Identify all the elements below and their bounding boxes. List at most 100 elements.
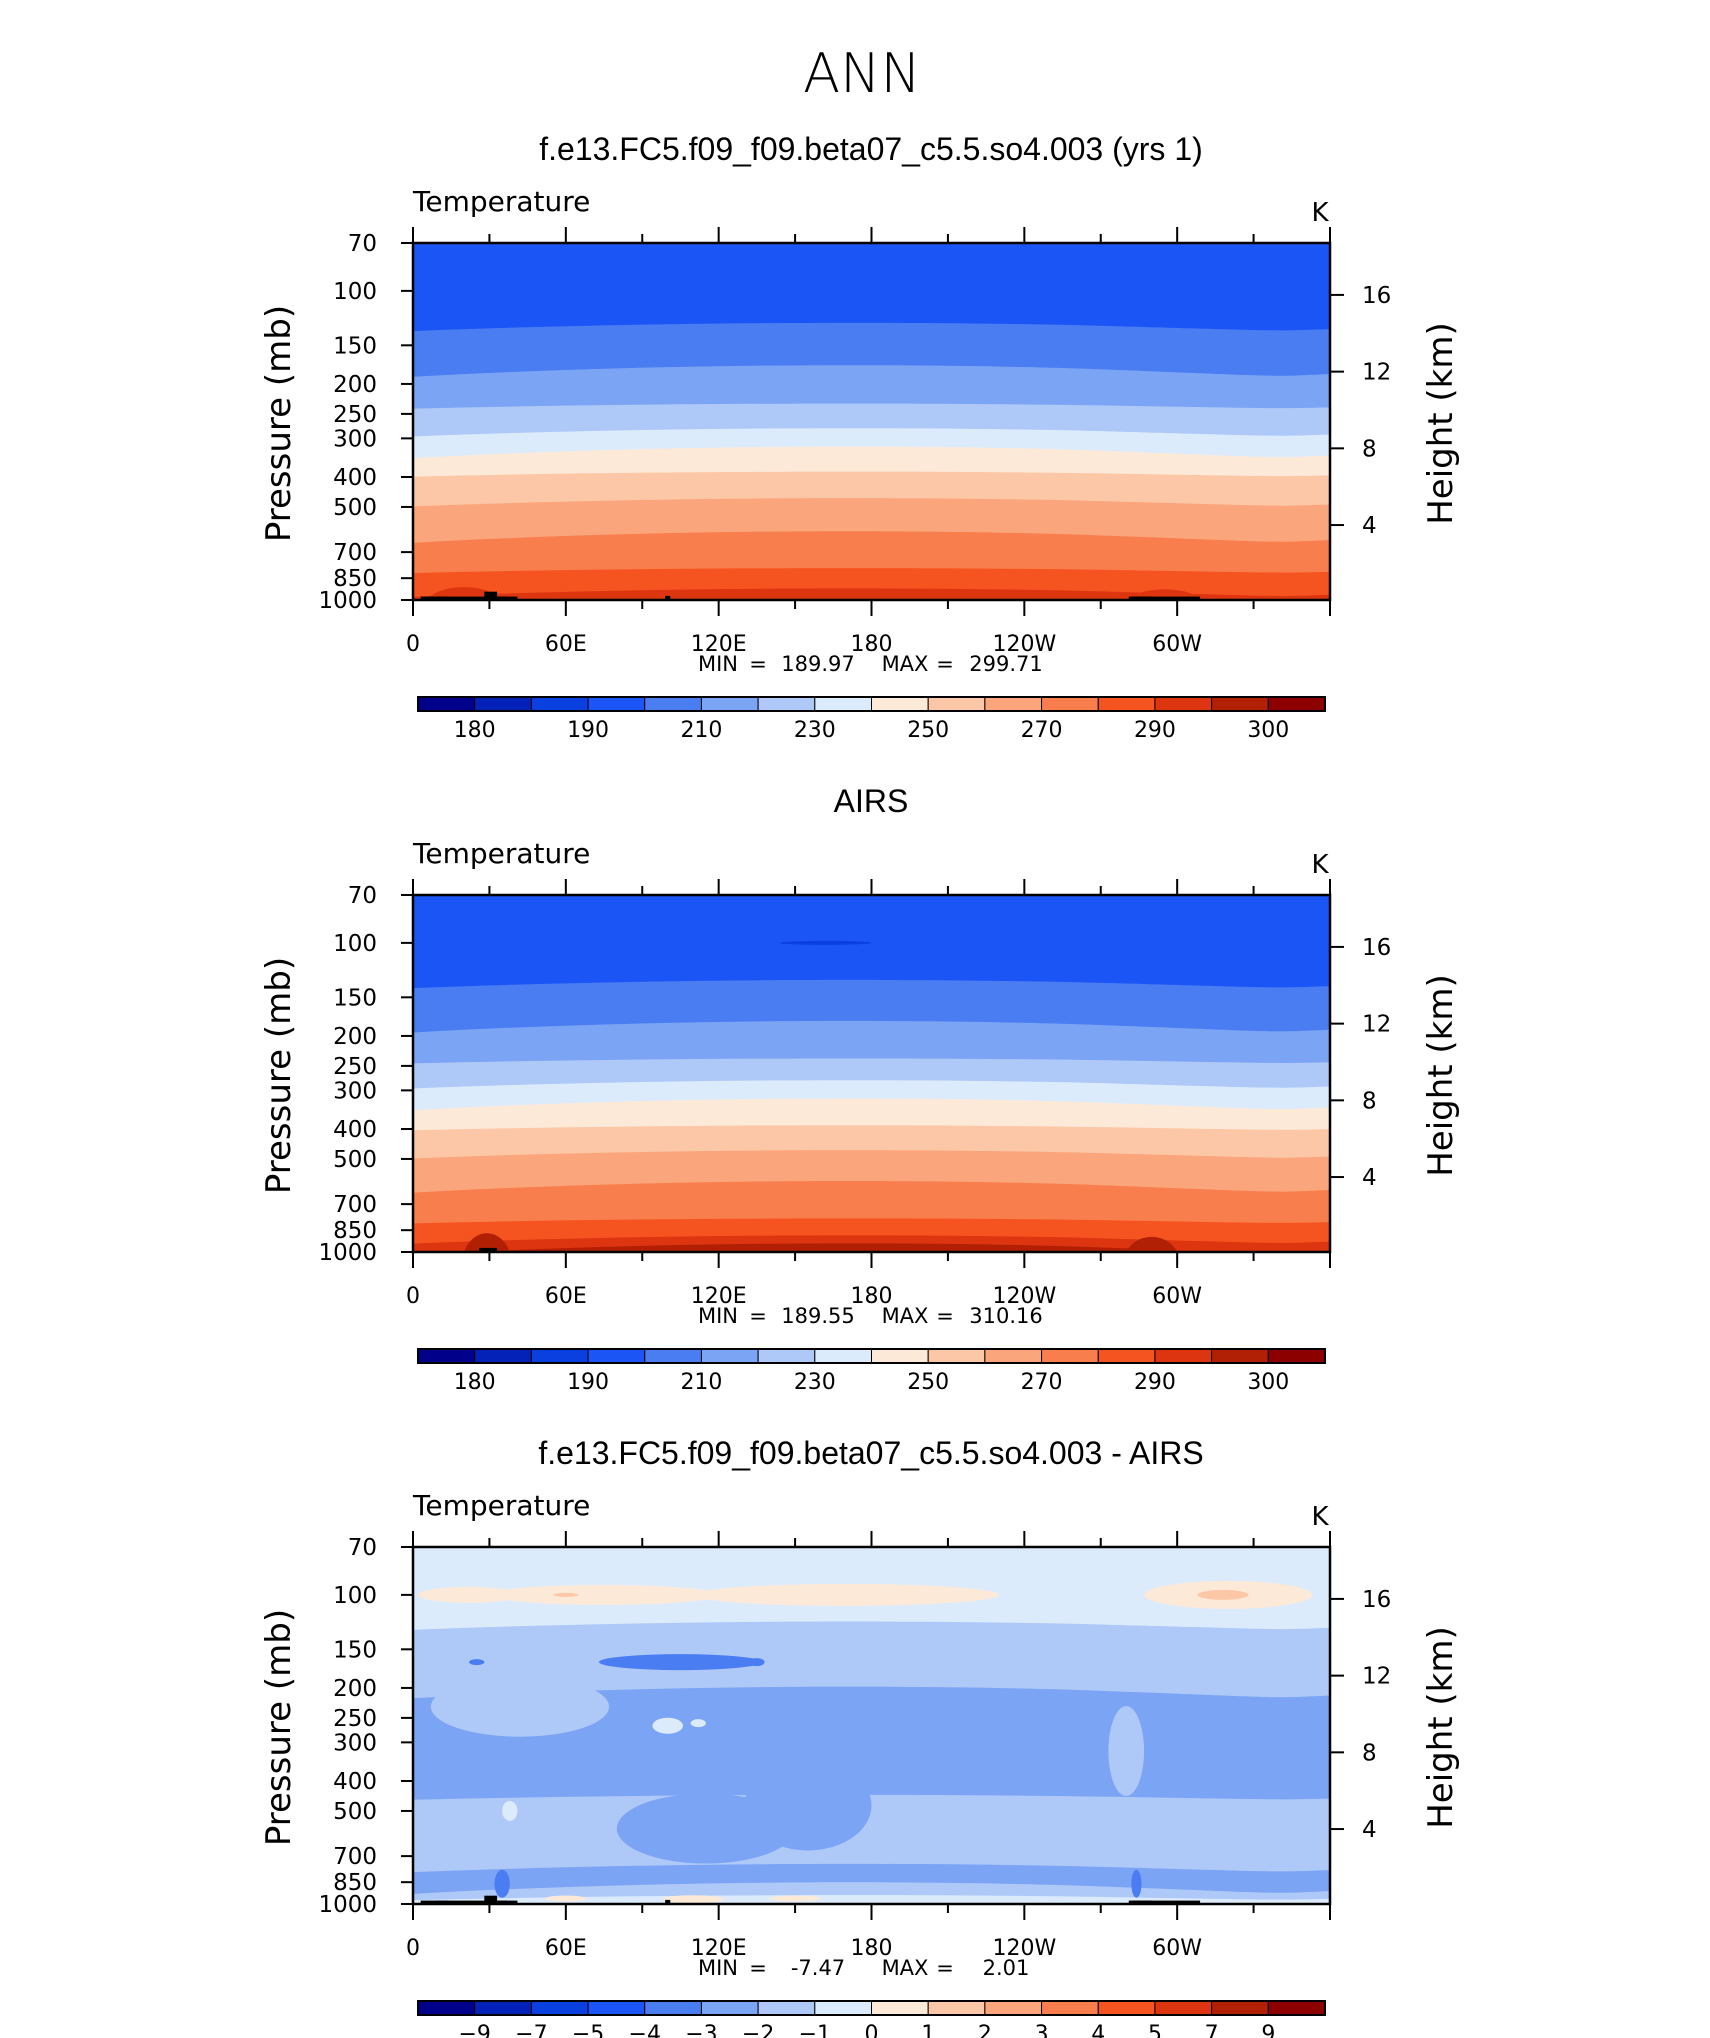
colorbar-swatch: [871, 696, 929, 712]
colorbar-swatch: [644, 2000, 702, 2016]
y-tick-label: 300: [333, 426, 377, 452]
y-tick-label: 400: [333, 1117, 377, 1143]
height-tick-label: 8: [1362, 1088, 1377, 1114]
y-tick-label: 100: [333, 279, 377, 305]
y-tick-label: 1000: [318, 1240, 377, 1266]
colorbar-swatch: [700, 1348, 759, 1364]
colorbar-label: 3: [1035, 2022, 1049, 2038]
colorbar-swatch: [871, 1348, 929, 1364]
colorbar-swatch: [757, 1348, 816, 1364]
colorbar-swatch: [644, 696, 702, 712]
colorbar-swatch: [417, 1348, 476, 1364]
colorbar-swatch: [417, 696, 476, 712]
units-label: K: [1311, 850, 1329, 880]
y-axis-title: Pressure (mb): [259, 305, 299, 542]
colorbar-label: 270: [1021, 1370, 1063, 1395]
height-tick-label: 16: [1362, 283, 1391, 309]
stat-equals: =: [749, 1304, 767, 1328]
stat-min-label: MIN: [698, 652, 738, 676]
colorbar-frame: [417, 696, 1326, 712]
y-axis-right-title: Height (km): [1421, 322, 1461, 525]
contour-blob: [545, 1895, 587, 1902]
colorbar-swatch: [927, 696, 986, 712]
colorbar-label: 300: [1247, 1370, 1289, 1395]
y-tick-label: 700: [333, 1844, 377, 1870]
contour-blob: [494, 1869, 510, 1898]
stat-max-label: MAX: [882, 1956, 929, 1980]
y-axis-right-title: Height (km): [1421, 974, 1461, 1177]
colorbar-label: 290: [1134, 718, 1176, 743]
contour-blob: [662, 1895, 724, 1904]
terrain-block: [665, 1899, 671, 1905]
colorbar-swatch: [700, 696, 759, 712]
colorbar-swatch: [814, 2000, 872, 2016]
contour-band: [413, 588, 1330, 600]
height-tick-label: 4: [1362, 1165, 1377, 1191]
colorbar-swatch: [1041, 1348, 1099, 1364]
colorbar-swatch: [814, 1348, 872, 1364]
colorbar-label: 7: [1205, 2022, 1219, 2038]
y-tick-label: 70: [348, 883, 377, 909]
x-tick-label: 0: [406, 1936, 420, 1961]
contour-blob: [744, 1760, 872, 1851]
colorbar-swatch: [927, 1348, 986, 1364]
colorbar-swatch: [814, 696, 872, 712]
colorbar-swatch: [417, 2000, 476, 2016]
colorbar-frame: [417, 2000, 1326, 2016]
x-tick-label: 120E: [691, 1936, 747, 1961]
x-tick-label: 0: [406, 1284, 420, 1309]
surface-bump: [463, 1233, 510, 1252]
contour-field: [413, 1547, 1330, 1904]
stat-equals: =: [749, 652, 767, 676]
y-tick-label: 100: [333, 931, 377, 957]
height-tick-label: 12: [1362, 360, 1391, 386]
y-tick-label: 1000: [318, 588, 377, 614]
x-tick-label: 180: [851, 1284, 893, 1309]
height-tick-label: 4: [1362, 513, 1377, 539]
y-axis-title: Pressure (mb): [259, 1609, 299, 1846]
contour-blob: [502, 1800, 518, 1821]
contour-blob: [553, 1592, 579, 1597]
y-tick-label: 400: [333, 1769, 377, 1795]
stat-max-value: 310.16: [969, 1304, 1042, 1328]
panels: f.e13.FC5.f09_f09.beta07_c5.5.so4.003 (y…: [259, 131, 1461, 2038]
panel-title: f.e13.FC5.f09_f09.beta07_c5.5.so4.003 - …: [538, 1435, 1203, 1471]
colorbar-swatch: [474, 696, 532, 712]
y-axis-right-title: Height (km): [1421, 1626, 1461, 1829]
panel-title: AIRS: [834, 783, 909, 819]
y-tick-label: 250: [333, 1706, 377, 1732]
contour-blob: [769, 1895, 821, 1902]
y-tick-label: 700: [333, 540, 377, 566]
colorbar-swatch: [927, 2000, 986, 2016]
colorbar-swatch: [587, 1348, 646, 1364]
colorbar-label: 230: [794, 1370, 836, 1395]
colorbar-label: −3: [685, 2022, 717, 2038]
colorbar-swatch: [757, 2000, 816, 2016]
contour-blob: [779, 940, 872, 945]
colorbar-swatch: [530, 1348, 589, 1364]
y-tick-label: 850: [333, 1870, 377, 1896]
contour-field: [413, 243, 1330, 600]
colorbar-label: 210: [680, 1370, 722, 1395]
stat-min-value: 189.55: [781, 1304, 854, 1328]
colorbar-label: 250: [907, 1370, 949, 1395]
contour-field: [413, 895, 1330, 1252]
height-tick-label: 16: [1362, 935, 1391, 961]
x-tick-label: 60E: [545, 632, 587, 657]
contour-blob: [418, 1586, 520, 1603]
colorbar-label: −7: [515, 2022, 547, 2038]
colorbar-swatch: [587, 696, 646, 712]
colorbar-swatch: [644, 1348, 702, 1364]
stat-equals: =: [936, 1956, 954, 1980]
y-tick-label: 700: [333, 1192, 377, 1218]
contour-blob: [598, 1654, 762, 1671]
colorbar-swatch: [530, 696, 589, 712]
chart-panel: f.e13.FC5.f09_f09.beta07_c5.5.so4.003 (y…: [259, 131, 1461, 743]
variable-label: Temperature: [412, 1489, 590, 1522]
stat-min-label: MIN: [698, 1956, 738, 1980]
x-tick-label: 60E: [545, 1284, 587, 1309]
colorbar-swatch: [474, 1348, 532, 1364]
colorbar-swatch: [1097, 2000, 1156, 2016]
colorbar-swatch: [1097, 696, 1156, 712]
colorbar-swatch: [984, 2000, 1043, 2016]
